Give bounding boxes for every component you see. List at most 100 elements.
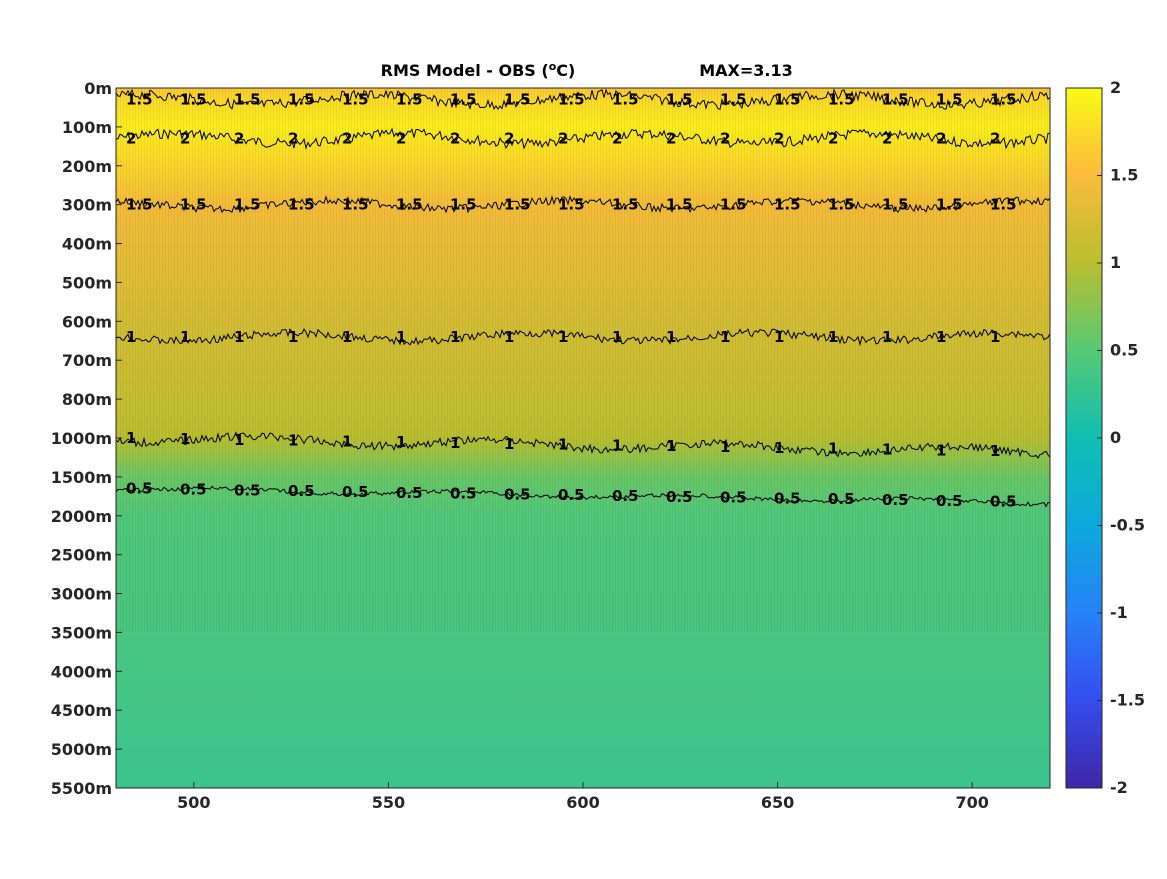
- contour-label: 1: [666, 437, 676, 455]
- contour-label: 2: [342, 130, 352, 148]
- contour-label: 2: [450, 130, 460, 148]
- contour-label: 0.5: [990, 493, 1017, 511]
- contour-label: 1: [180, 328, 190, 346]
- x-axis: 500 550 600 650 700: [177, 782, 989, 812]
- contour-label: 0.5: [288, 482, 315, 500]
- y-axis: 0m 100m 200m 300m 400m 500m 600m 700m 800m 1000m 1…: [51, 79, 122, 798]
- contour-label: 1: [666, 328, 676, 346]
- y-tick-label: 2500m: [51, 546, 112, 565]
- y-tick-label: 100m: [62, 118, 112, 137]
- contour-label: 2: [234, 130, 244, 148]
- contour-label: 1: [396, 433, 406, 451]
- contour-label: 0.5: [666, 488, 693, 506]
- contour-label: 1.5: [666, 91, 693, 109]
- contour-label: 0.5: [558, 486, 585, 504]
- contour-label: 0.5: [774, 489, 801, 507]
- contour-label: 1: [396, 328, 406, 346]
- colorbar-ticks: 2 1.5 1 0.5 0 -0.5 -1 -1.5 -2: [1097, 78, 1145, 797]
- y-tick-label: 500m: [62, 273, 112, 292]
- contour-label: 1.5: [396, 91, 423, 109]
- contour-label: 1: [774, 328, 784, 346]
- contour-lines: 2 2 2 2 2 2 2 2 2 2 2 2 2 2 2 2 2 1.5 1.5 1.5 1.5 1.5 1.5 1.5 1.…: [115, 88, 1051, 511]
- contour-label: 2: [720, 130, 730, 148]
- x-tick-label: 500: [177, 793, 210, 812]
- contour-label: 1: [558, 328, 568, 346]
- contour-label: 1: [990, 442, 1000, 460]
- contour-label: 1: [936, 441, 946, 459]
- contour-label: 1.5: [288, 196, 315, 214]
- y-tick-label: 400m: [62, 235, 112, 254]
- contour-label: 1.5: [234, 196, 261, 214]
- contour-label: 1: [234, 431, 244, 449]
- contour-label: 2: [612, 130, 622, 148]
- contour-label: 1: [126, 328, 136, 346]
- contour-label: 2: [288, 130, 298, 148]
- chart-title: RMS Model - OBS (oC): [381, 60, 576, 80]
- contour-label: 1: [288, 432, 298, 450]
- contour-label: 1.5: [882, 196, 909, 214]
- contour-label: 1.5: [990, 196, 1017, 214]
- contour-label: 1.5: [396, 196, 423, 214]
- contour-0.5-5: [115, 485, 1051, 508]
- contour-label: 1: [558, 436, 568, 454]
- contour-label: 1.5: [990, 91, 1017, 109]
- colorbar-tick-label: -1.5: [1110, 691, 1145, 710]
- contour-label: 1.5: [342, 196, 369, 214]
- contour-label: 1.5: [450, 91, 477, 109]
- contour-label: 1.5: [720, 196, 747, 214]
- contour-label: 0.5: [450, 485, 477, 503]
- contour-label: 1.5: [558, 91, 585, 109]
- contour-label: 1.5: [504, 91, 531, 109]
- contour-label: 1.5: [180, 196, 207, 214]
- title-superscript: o: [549, 60, 557, 73]
- contour-label: 1.5: [936, 196, 963, 214]
- contour-label: 1.5: [666, 196, 693, 214]
- contour-label: 1: [180, 430, 190, 448]
- y-tick-label: 5500m: [51, 779, 112, 798]
- y-tick-label: 4500m: [51, 701, 112, 720]
- contour-label: 0.5: [180, 481, 207, 499]
- contour-label: 1.5: [504, 196, 531, 214]
- colorbar-fill: [1065, 87, 1103, 789]
- contour-label: 0.5: [342, 483, 369, 501]
- contour-label: 1.5: [612, 196, 639, 214]
- x-tick-label: 600: [566, 793, 599, 812]
- y-tick-label: 5000m: [51, 740, 112, 759]
- contour-label: 1.5: [234, 91, 261, 109]
- contour-label: 1.5: [720, 91, 747, 109]
- contour-label: 0.5: [936, 492, 963, 510]
- contour-label: 1.5: [828, 91, 855, 109]
- contour-label: 1.5: [450, 196, 477, 214]
- colorbar-tick-label: -1: [1110, 603, 1128, 622]
- contour-label: 2: [936, 130, 946, 148]
- colorbar-tick-label: 1.5: [1110, 166, 1138, 185]
- contour-label: 1: [828, 440, 838, 458]
- colorbar: 2 1.5 1 0.5 0 -0.5 -1 -1.5 -2: [1065, 78, 1145, 797]
- contour-label: 0.5: [828, 490, 855, 508]
- y-tick-label: 3000m: [51, 585, 112, 604]
- y-tick-label: 800m: [62, 390, 112, 409]
- x-tick-label: 550: [372, 793, 405, 812]
- y-tick-label: 4000m: [51, 662, 112, 681]
- contour-label: 1: [612, 436, 622, 454]
- contour-label: 1.5: [612, 91, 639, 109]
- y-tick-label: 2000m: [51, 507, 112, 526]
- contour-label: 1: [720, 438, 730, 456]
- contour-label: 1: [882, 441, 892, 459]
- colorbar-tick-label: 0.5: [1110, 341, 1138, 360]
- contour-label: 1.5: [288, 91, 315, 109]
- y-tick-label: 1500m: [51, 468, 112, 487]
- contour-1-4: [115, 431, 1051, 460]
- contour-label: 1: [936, 328, 946, 346]
- contour-1.5-2: [115, 195, 1051, 214]
- colorbar-tick-label: -0.5: [1110, 516, 1145, 535]
- contour-label: 1: [720, 328, 730, 346]
- contour-label: 1.5: [936, 91, 963, 109]
- contour-label: 1: [126, 429, 136, 447]
- contour-label: 0.5: [234, 481, 261, 499]
- contour-label: 1.5: [828, 196, 855, 214]
- contour-label: 1: [882, 328, 892, 346]
- contour-label: 1: [234, 328, 244, 346]
